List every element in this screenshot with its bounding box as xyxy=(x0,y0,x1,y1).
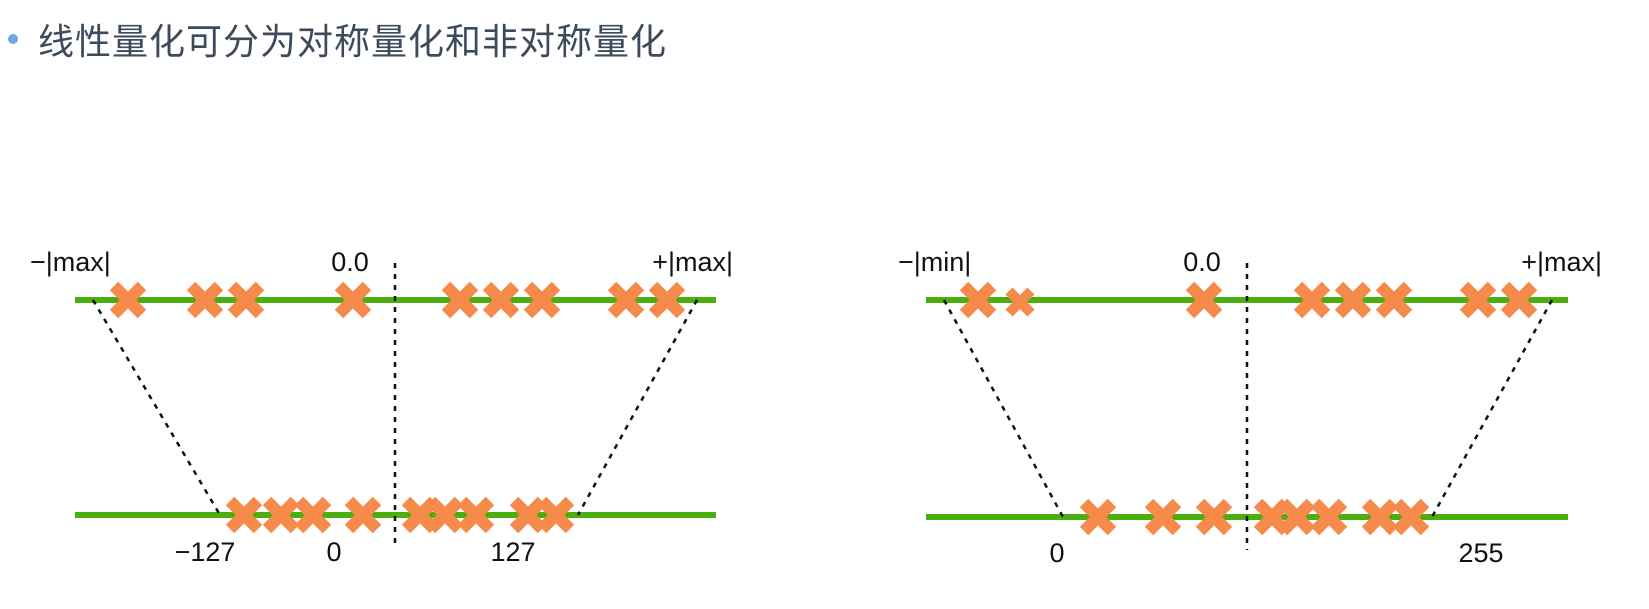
cross-marker-icon xyxy=(457,496,495,534)
cross-marker-icon xyxy=(109,281,147,319)
cross-marker-icon xyxy=(1195,498,1233,536)
cross-marker-icon xyxy=(1310,498,1348,536)
symmetric-min-label: −|max| xyxy=(30,247,111,277)
bullet-dot-icon xyxy=(8,34,18,44)
cross-marker-icon xyxy=(1278,498,1316,536)
cross-marker-icon xyxy=(225,496,263,534)
cross-marker-icon xyxy=(537,496,575,534)
symmetric-int-min-label: −127 xyxy=(175,537,236,567)
cross-marker-icon xyxy=(1392,498,1430,536)
symmetric-quantization-panel: −|max| 0.0 +|max| −127 0 127 xyxy=(30,247,733,567)
asymmetric-max-label: +|max| xyxy=(1521,247,1602,277)
cross-marker-icon xyxy=(1334,281,1372,319)
symmetric-max-label: +|max| xyxy=(652,247,733,277)
cross-marker-icon xyxy=(959,281,997,319)
asymmetric-int-min-label: 0 xyxy=(1049,538,1064,568)
asymmetric-quantization-panel: −|min| 0.0 +|max| 0 255 xyxy=(898,247,1602,568)
asymmetric-min-label: −|min| xyxy=(898,247,971,277)
symmetric-float-markers xyxy=(109,281,686,319)
slide-title: 线性量化可分为对称量化和非对称量化 xyxy=(38,22,668,63)
cross-marker-icon xyxy=(294,496,332,534)
cross-marker-icon xyxy=(227,281,265,319)
symmetric-zero-float-label: 0.0 xyxy=(331,247,369,277)
symmetric-int-max-label: 127 xyxy=(490,537,535,567)
symmetric-right-mapping-line xyxy=(576,299,699,516)
cross-marker-icon xyxy=(523,281,561,319)
symmetric-int-markers xyxy=(225,496,575,534)
cross-marker-icon xyxy=(1293,281,1331,319)
symmetric-left-mapping-line xyxy=(91,299,222,516)
asymmetric-int-markers xyxy=(1079,498,1430,536)
slide-header: 线性量化可分为对称量化和非对称量化 xyxy=(0,14,667,64)
cross-marker-icon xyxy=(344,496,382,534)
asymmetric-right-mapping-line xyxy=(1430,299,1554,518)
cross-marker-icon xyxy=(441,281,479,319)
cross-marker-icon xyxy=(482,281,520,319)
cross-marker-icon xyxy=(1459,281,1497,319)
cross-marker-icon xyxy=(607,281,645,319)
cross-marker-icon xyxy=(648,281,686,319)
cross-marker-icon xyxy=(1005,287,1035,317)
cross-marker-icon xyxy=(1144,498,1182,536)
cross-marker-icon xyxy=(509,496,547,534)
cross-marker-icon xyxy=(1375,281,1413,319)
cross-marker-icon xyxy=(334,281,372,319)
cross-marker-icon xyxy=(262,496,300,534)
cross-marker-icon xyxy=(1079,498,1117,536)
cross-marker-icon xyxy=(1361,498,1399,536)
cross-marker-icon xyxy=(186,281,224,319)
cross-marker-icon xyxy=(1185,281,1223,319)
cross-marker-icon xyxy=(426,496,464,534)
symmetric-int-zero-label: 0 xyxy=(326,537,341,567)
asymmetric-float-markers xyxy=(959,281,1538,319)
asymmetric-int-max-label: 255 xyxy=(1458,538,1503,568)
asymmetric-zero-float-label: 0.0 xyxy=(1183,247,1221,277)
asymmetric-left-mapping-line xyxy=(942,299,1065,518)
cross-marker-icon xyxy=(1500,281,1538,319)
